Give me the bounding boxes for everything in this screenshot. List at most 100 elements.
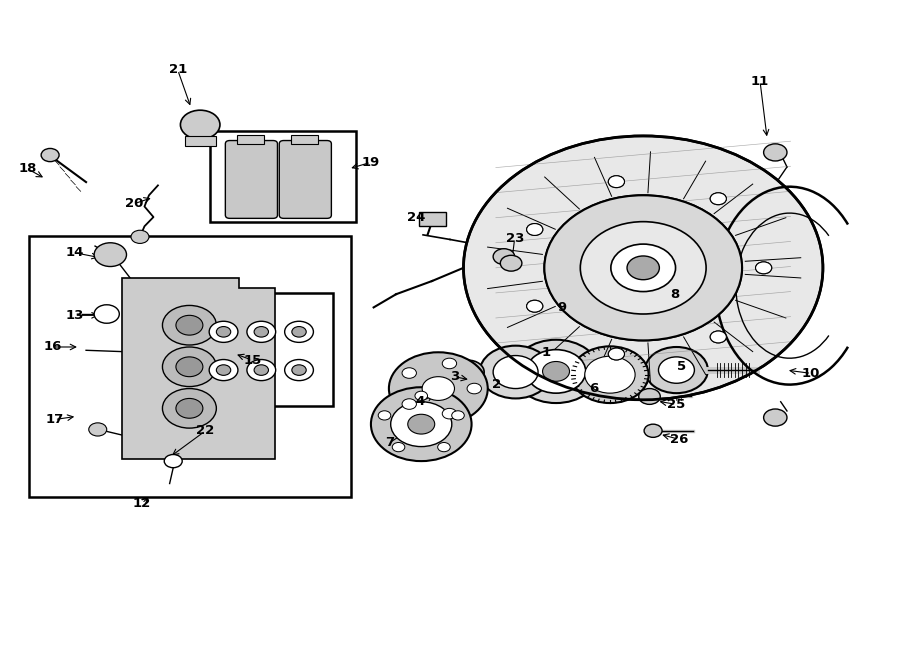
Circle shape xyxy=(292,327,306,337)
Circle shape xyxy=(644,424,662,438)
Circle shape xyxy=(131,230,149,243)
Text: 21: 21 xyxy=(168,63,187,77)
Bar xyxy=(30,236,351,496)
Circle shape xyxy=(402,399,417,409)
Circle shape xyxy=(176,399,202,418)
Circle shape xyxy=(41,149,59,162)
Text: 4: 4 xyxy=(416,395,425,408)
Circle shape xyxy=(437,442,450,451)
Text: 24: 24 xyxy=(407,211,425,223)
FancyBboxPatch shape xyxy=(279,141,331,218)
Circle shape xyxy=(247,321,275,342)
Circle shape xyxy=(480,346,552,399)
Text: 19: 19 xyxy=(362,156,380,169)
Bar xyxy=(237,136,264,144)
Circle shape xyxy=(500,255,522,271)
Circle shape xyxy=(611,244,676,292)
Circle shape xyxy=(608,176,625,188)
Circle shape xyxy=(580,221,706,314)
Text: 10: 10 xyxy=(802,367,821,380)
Circle shape xyxy=(544,195,742,340)
Circle shape xyxy=(493,249,515,264)
Bar xyxy=(194,293,333,407)
Circle shape xyxy=(526,223,543,235)
Text: 13: 13 xyxy=(65,309,84,322)
Circle shape xyxy=(452,360,484,384)
Circle shape xyxy=(176,357,202,377)
Circle shape xyxy=(526,350,586,393)
Circle shape xyxy=(572,346,649,403)
Circle shape xyxy=(378,410,391,420)
Text: 2: 2 xyxy=(492,378,501,391)
Circle shape xyxy=(467,383,482,394)
Text: 1: 1 xyxy=(542,346,551,360)
Circle shape xyxy=(284,321,313,342)
Circle shape xyxy=(710,331,726,343)
Circle shape xyxy=(371,387,472,461)
Polygon shape xyxy=(122,278,274,459)
Wedge shape xyxy=(464,136,823,400)
Text: 20: 20 xyxy=(124,198,143,210)
Circle shape xyxy=(452,410,464,420)
FancyBboxPatch shape xyxy=(225,141,277,218)
Circle shape xyxy=(254,327,268,337)
Circle shape xyxy=(526,300,543,312)
Text: 15: 15 xyxy=(243,354,261,367)
Circle shape xyxy=(710,331,726,343)
Circle shape xyxy=(710,193,726,205)
Text: 5: 5 xyxy=(678,360,687,373)
Text: 9: 9 xyxy=(558,301,567,314)
Circle shape xyxy=(572,305,590,319)
Bar xyxy=(418,212,446,226)
Circle shape xyxy=(710,193,726,205)
Bar xyxy=(291,136,318,144)
Circle shape xyxy=(493,356,538,389)
Circle shape xyxy=(162,305,216,345)
Circle shape xyxy=(580,221,706,314)
Circle shape xyxy=(763,144,787,161)
Text: 16: 16 xyxy=(43,340,62,354)
Circle shape xyxy=(162,389,216,428)
Text: 12: 12 xyxy=(132,497,151,510)
Circle shape xyxy=(180,110,220,139)
Circle shape xyxy=(763,409,787,426)
Circle shape xyxy=(544,195,742,340)
Circle shape xyxy=(513,340,599,403)
Circle shape xyxy=(392,442,405,451)
Circle shape xyxy=(627,256,660,280)
Circle shape xyxy=(164,455,182,468)
Circle shape xyxy=(89,423,107,436)
Circle shape xyxy=(284,360,313,381)
Circle shape xyxy=(755,262,771,274)
Circle shape xyxy=(585,356,635,393)
Text: 17: 17 xyxy=(46,413,64,426)
Text: 22: 22 xyxy=(196,424,215,438)
Circle shape xyxy=(402,368,417,378)
Circle shape xyxy=(543,362,570,381)
Text: 3: 3 xyxy=(450,370,459,383)
Circle shape xyxy=(247,360,275,381)
Text: 7: 7 xyxy=(385,436,394,449)
Text: 11: 11 xyxy=(751,75,770,88)
Circle shape xyxy=(422,377,454,401)
Circle shape xyxy=(526,223,543,235)
Circle shape xyxy=(391,402,452,447)
Circle shape xyxy=(608,176,625,188)
Circle shape xyxy=(442,358,456,369)
Circle shape xyxy=(645,347,708,393)
Circle shape xyxy=(389,352,488,425)
Circle shape xyxy=(627,256,660,280)
Circle shape xyxy=(162,347,216,387)
Text: 26: 26 xyxy=(670,433,688,446)
Circle shape xyxy=(611,244,676,292)
Circle shape xyxy=(254,365,268,375)
Bar xyxy=(210,131,356,221)
Circle shape xyxy=(608,348,625,360)
Circle shape xyxy=(94,243,127,266)
Circle shape xyxy=(608,348,625,360)
Circle shape xyxy=(216,327,230,337)
Text: 23: 23 xyxy=(506,231,524,245)
Circle shape xyxy=(526,300,543,312)
Text: 18: 18 xyxy=(19,163,37,175)
Circle shape xyxy=(639,389,661,405)
